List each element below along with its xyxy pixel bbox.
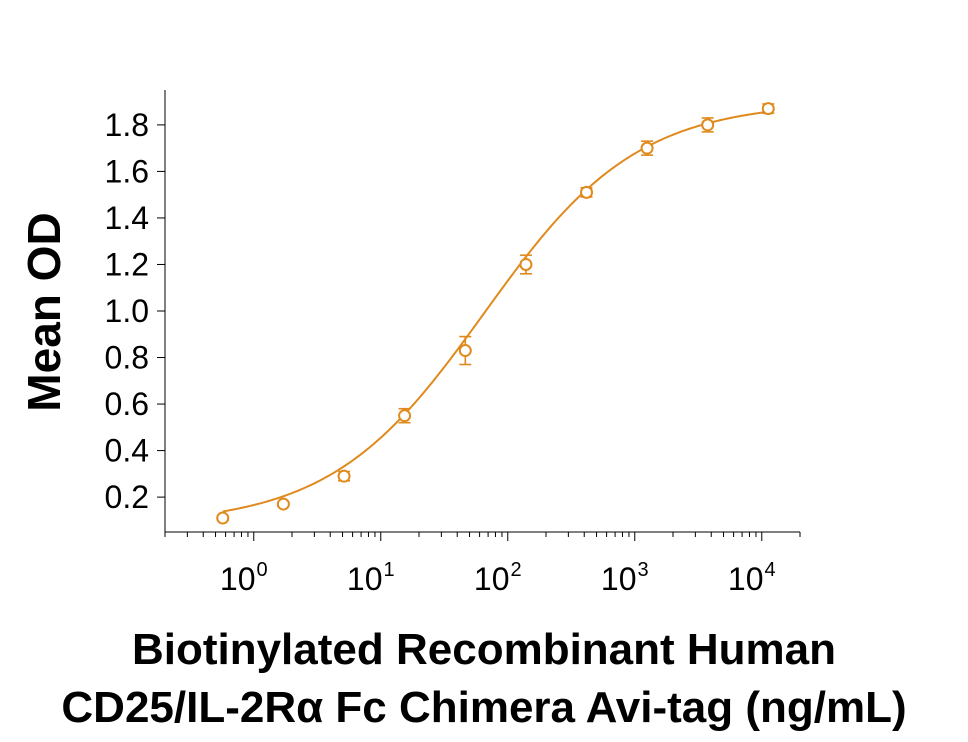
data-point-group	[640, 140, 654, 156]
data-point	[580, 185, 594, 199]
y-tick-label: 1.8	[105, 107, 149, 143]
x-axis-label-line-2: CD25/IL-2Rα Fc Chimera Avi-tag (ng/mL)	[61, 683, 906, 732]
data-point	[398, 409, 412, 423]
data-point	[701, 118, 715, 132]
x-axis-ticks: 100 101 102 103 104	[164, 532, 801, 597]
y-tick-label: 1.6	[105, 153, 149, 189]
y-tick-label: 1.0	[105, 293, 149, 329]
x-tick-label: 100	[220, 559, 268, 597]
data-point	[337, 469, 351, 483]
x-tick-label: 103	[601, 559, 649, 597]
y-tick-label: 0.2	[105, 479, 149, 515]
plot-area	[216, 102, 775, 525]
data-point	[519, 257, 533, 271]
x-tick-exponent: 3	[638, 559, 649, 581]
y-tick-label: 0.4	[105, 433, 149, 469]
data-point-group	[458, 335, 472, 366]
data-point	[458, 344, 472, 358]
x-tick-exponent: 0	[257, 559, 268, 581]
data-point-group	[701, 117, 715, 133]
data-point	[276, 497, 290, 511]
x-tick-label: 102	[474, 559, 522, 597]
data-point-group	[337, 469, 351, 483]
x-tick-label: 101	[347, 559, 395, 597]
data-point-group	[398, 407, 412, 424]
y-tick-label: 1.4	[105, 200, 149, 236]
y-axis-label: Mean OD	[18, 212, 70, 411]
fit-curve	[222, 110, 769, 513]
x-tick-exponent: 4	[765, 559, 776, 581]
x-tick-exponent: 1	[384, 559, 395, 581]
data-point-group	[276, 497, 290, 511]
data-point-group	[519, 254, 533, 275]
x-axis-label-line-1: Biotinylated Recombinant Human	[132, 625, 836, 674]
data-point	[640, 141, 654, 155]
x-tick-exponent: 2	[511, 559, 522, 581]
y-axis-ticks: 0.2 0.4 0.6 0.8 1.0 1.2 1.4 1.6 1.8	[105, 107, 165, 515]
data-point-group	[580, 185, 594, 199]
x-tick-label: 104	[728, 559, 776, 597]
y-tick-label: 0.8	[105, 340, 149, 376]
axes	[164, 90, 800, 533]
y-tick-label: 1.2	[105, 246, 149, 282]
data-point-group	[761, 102, 775, 116]
y-tick-label: 0.6	[105, 386, 149, 422]
data-point	[216, 511, 230, 525]
data-point	[761, 102, 775, 116]
data-point-group	[216, 511, 230, 525]
